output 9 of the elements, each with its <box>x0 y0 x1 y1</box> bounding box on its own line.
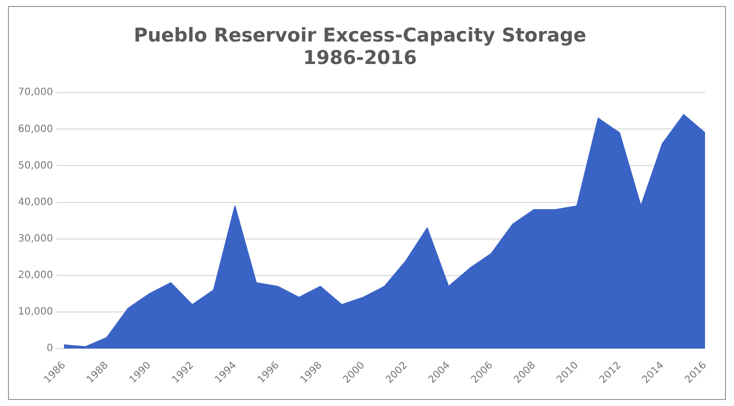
y-tick-label: 40,000 <box>18 196 53 208</box>
chart-title: Pueblo Reservoir Excess-Capacity Storage 1986-2016 <box>134 24 586 70</box>
y-tick-label: 60,000 <box>18 124 53 135</box>
y-tick-label: 70,000 <box>18 87 53 98</box>
y-tick-label: 10,000 <box>18 306 53 318</box>
y-tick-label: 50,000 <box>18 160 53 172</box>
y-tick-label: 30,000 <box>18 233 53 244</box>
y-tick-label: 0 <box>46 343 53 354</box>
y-tick-label: 20,000 <box>18 270 53 281</box>
